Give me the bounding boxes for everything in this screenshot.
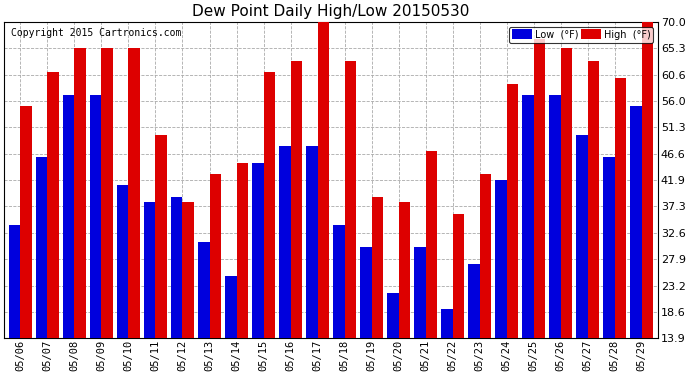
Bar xyxy=(426,152,437,375)
Bar xyxy=(171,196,182,375)
Bar xyxy=(48,72,59,375)
Bar xyxy=(264,72,275,375)
Legend: Low  (°F), High  (°F): Low (°F), High (°F) xyxy=(509,27,653,43)
Bar xyxy=(561,48,572,375)
Bar xyxy=(442,309,453,375)
Bar xyxy=(90,95,101,375)
Bar xyxy=(372,196,383,375)
Bar xyxy=(306,146,317,375)
Bar xyxy=(387,292,399,375)
Bar xyxy=(144,202,155,375)
Bar xyxy=(9,225,21,375)
Bar xyxy=(117,185,128,375)
Bar xyxy=(534,39,545,375)
Bar xyxy=(182,202,194,375)
Bar xyxy=(360,248,372,375)
Bar xyxy=(469,264,480,375)
Bar xyxy=(21,106,32,375)
Bar xyxy=(237,163,248,375)
Bar xyxy=(210,174,221,375)
Bar xyxy=(253,163,264,375)
Bar xyxy=(549,95,561,375)
Bar xyxy=(75,48,86,375)
Bar xyxy=(615,78,626,375)
Bar xyxy=(344,61,356,375)
Bar xyxy=(155,135,167,375)
Bar xyxy=(453,213,464,375)
Bar xyxy=(588,61,599,375)
Bar xyxy=(414,248,426,375)
Bar xyxy=(506,84,518,375)
Bar xyxy=(399,202,410,375)
Bar xyxy=(63,95,75,375)
Bar xyxy=(128,48,140,375)
Bar xyxy=(333,225,344,375)
Bar xyxy=(279,146,290,375)
Bar xyxy=(101,48,112,375)
Bar xyxy=(198,242,210,375)
Bar xyxy=(225,276,237,375)
Bar xyxy=(631,106,642,375)
Bar xyxy=(36,157,48,375)
Bar xyxy=(495,180,506,375)
Bar xyxy=(642,22,653,375)
Bar xyxy=(604,157,615,375)
Bar xyxy=(522,95,534,375)
Bar xyxy=(576,135,588,375)
Bar xyxy=(480,174,491,375)
Bar xyxy=(317,22,329,375)
Text: Copyright 2015 Cartronics.com: Copyright 2015 Cartronics.com xyxy=(11,28,181,38)
Bar xyxy=(290,61,302,375)
Title: Dew Point Daily High/Low 20150530: Dew Point Daily High/Low 20150530 xyxy=(193,4,470,19)
